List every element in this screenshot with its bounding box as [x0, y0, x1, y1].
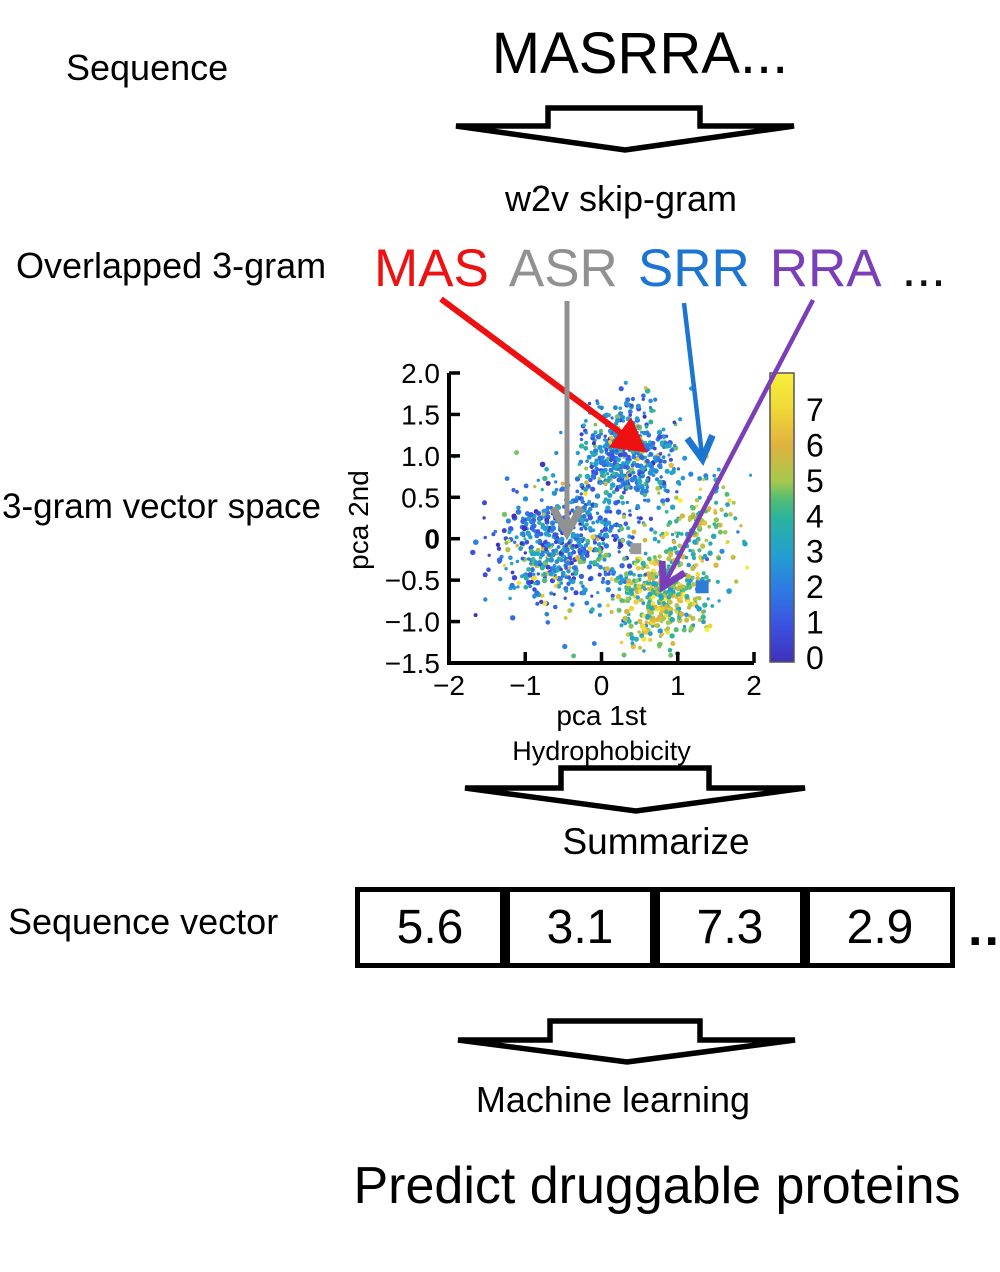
vector-space-label: 3-gram vector space [2, 487, 322, 526]
summarize-label: Summarize [562, 821, 750, 862]
x-tick-label: −1 [509, 670, 541, 701]
y-tick-label: −0.5 [385, 565, 440, 596]
block-down-arrow-2 [464, 765, 806, 814]
x-tick-label: 2 [746, 670, 762, 701]
x-tick-label: 1 [670, 670, 686, 701]
vector-cell-4: 2.9 [805, 887, 955, 968]
colorbar-tick-label: 5 [806, 463, 824, 499]
ngram-SRR: SRR [637, 239, 750, 298]
vector-cell-1: 5.6 [355, 887, 505, 968]
block-down-arrow-3 [457, 1018, 796, 1065]
y-tick-label: −1.5 [385, 648, 440, 679]
marker-square-2 [695, 580, 709, 594]
ngram-RRA: RRA [769, 239, 882, 298]
ngram-MAS: MAS [374, 239, 489, 298]
vector-cell-2: 3.1 [505, 887, 655, 968]
y-tick-label: 1.0 [401, 441, 440, 472]
x-axis-label: pca 1st [556, 700, 646, 731]
marker-square-1 [630, 543, 642, 555]
scatter-points [452, 380, 752, 659]
y-tick-label: −1.0 [385, 607, 440, 638]
ngram-ASR: ASR [508, 239, 618, 298]
predict-title: Predict druggable proteins [353, 1157, 961, 1215]
colorbar-tick-label: 0 [806, 640, 824, 676]
x-tick-label: −2 [433, 670, 465, 701]
y-axis-label: pca 2nd [343, 470, 374, 570]
colorbar-tick-label: 1 [806, 605, 824, 641]
colorbar-tick-label: 4 [806, 498, 824, 534]
sequence-vector-label: Sequence vector [8, 901, 279, 942]
sequence-value: MASRRA... [491, 21, 789, 86]
colorbar [769, 372, 795, 663]
y-tick-label: 0.5 [401, 482, 440, 513]
block-down-arrow-1 [455, 105, 795, 153]
vector-ellipsis: ... [968, 899, 1000, 957]
ngram-dotsdotsdots: ... [901, 239, 946, 298]
overlapped-3gram-label: Overlapped 3-gram [16, 245, 327, 286]
y-tick-label: 2.0 [401, 358, 440, 389]
colorbar-tick-label: 2 [806, 569, 824, 605]
colorbar-tick-label: 7 [806, 392, 824, 428]
colorbar-tick-label: 6 [806, 427, 824, 463]
colorbar-tick-label: 3 [806, 534, 824, 570]
vector-cell-3: 7.3 [655, 887, 805, 968]
w2v-skipgram-label: w2v skip-gram [504, 178, 738, 219]
colorbar-title: Hydrophobicity [512, 736, 691, 766]
machine-learning-label: Machine learning [475, 1079, 751, 1120]
y-tick-label: 0 [424, 524, 440, 555]
sequence-label: Sequence [66, 47, 229, 88]
ngram-row: MAS ASR SRR RRA... [374, 239, 946, 298]
x-tick-label: 0 [594, 670, 610, 701]
y-tick-label: 1.5 [401, 399, 440, 430]
sequence-vector-boxes: 5.6 3.1 7.3 2.9 [355, 887, 955, 968]
